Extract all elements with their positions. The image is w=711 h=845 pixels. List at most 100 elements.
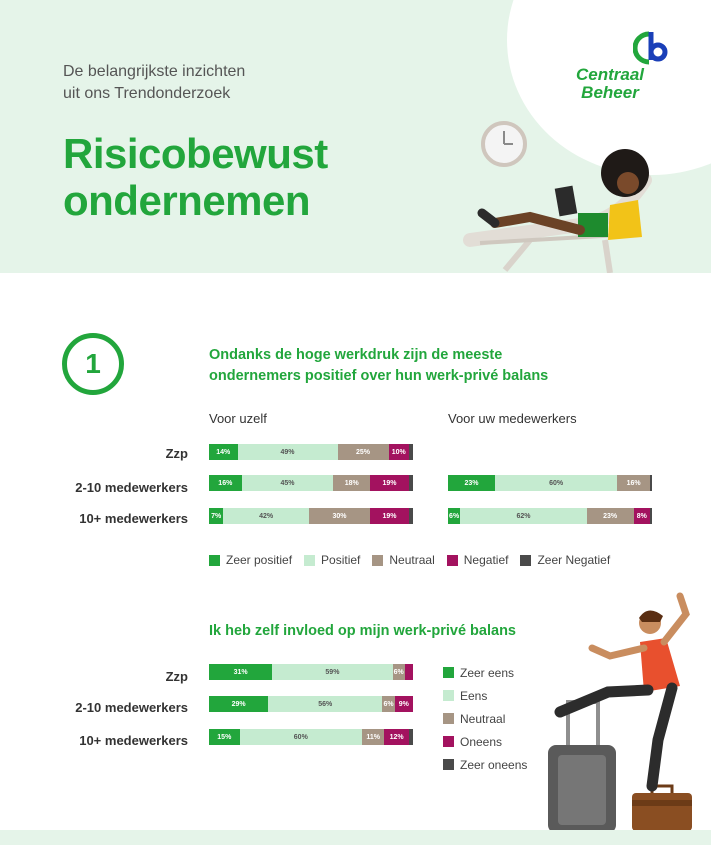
hero-banner: De belangrijkste inzichten uit ons Trend… [0, 0, 711, 273]
chart-influence-title: Ik heb zelf invloed op mijn werk-privé b… [209, 623, 516, 639]
legend-label: Eens [460, 688, 488, 703]
stacked-bar: 6% 62% 23% 8% [448, 508, 652, 524]
stacked-bar: 16% 45% 18% 19% [209, 475, 413, 491]
page-title: Risicobewust ondernemen [63, 130, 423, 224]
bar-segment: 62% [460, 508, 587, 524]
bar-segment: 16% [209, 475, 242, 491]
bar-segment: 60% [239, 729, 362, 745]
logo-text: Centraal Beheer [565, 66, 655, 102]
dancing-person-with-luggage-illustration [548, 592, 692, 833]
bar-segment [649, 508, 652, 524]
legend-label: Neutraal [389, 553, 435, 567]
bar-segment: 11% [361, 729, 385, 745]
section-heading: Ondanks de hoge werkdruk zijn de meeste … [209, 345, 629, 387]
stacked-bar: 14% 49% 25% 10% [209, 444, 413, 460]
legend-swatch [443, 713, 454, 724]
bar-segment: 6% [382, 696, 395, 712]
bar-segment: 31% [209, 664, 273, 680]
stacked-bar: 15% 60% 11% 12% [209, 729, 413, 745]
legend-item: Neutraal [443, 707, 527, 730]
bar-segment: 18% [333, 475, 371, 491]
legend-item: Positief [304, 553, 360, 567]
category-label: Zzp [165, 669, 188, 684]
legend-label: Zeer oneens [460, 757, 528, 772]
bar-segment: 7% [209, 508, 224, 524]
legend-label: Zeer positief [226, 553, 293, 567]
lounging-person-illustration [463, 149, 652, 273]
legend-item: Zeer eens [443, 661, 527, 684]
legend-swatch [443, 759, 454, 770]
bar-segment [408, 508, 413, 524]
kicker-line-1: De belangrijkste inzichten [63, 63, 246, 80]
legend-label: Positief [321, 553, 361, 567]
bar-segment [649, 475, 652, 491]
section-number-badge: 1 [62, 333, 124, 395]
legend-swatch [304, 554, 316, 566]
bar-segment: 59% [272, 664, 393, 680]
bar-segment: 19% [370, 475, 409, 491]
bar-segment: 14% [209, 444, 238, 460]
bar-segment: 16% [617, 475, 650, 491]
bar-segment: 15% [209, 729, 240, 745]
legend-item: Oneens [443, 730, 527, 753]
legend-label: Zeer Negatief [537, 553, 611, 567]
bar-segment: 10% [388, 444, 409, 460]
kicker-text: De belangrijkste inzichten uit ons Trend… [63, 61, 363, 105]
bar-segment [404, 664, 413, 680]
title-line-2: ondernemen [63, 177, 311, 224]
category-label: 2-10 medewerkers [75, 700, 188, 715]
legend-label: Oneens [460, 734, 503, 749]
bar-segment: 45% [241, 475, 334, 491]
stacked-bar: 7% 42% 30% 19% [209, 508, 413, 524]
legend-label: Zeer eens [460, 665, 515, 680]
bar-segment: 49% [237, 444, 338, 460]
section-heading-line-2: ondernemers positief over hun werk-privé… [209, 368, 549, 384]
section-heading-line-1: Ondanks de hoge werkdruk zijn de meeste [209, 347, 503, 363]
category-label: Zzp [165, 446, 188, 461]
legend-item: Neutraal [372, 553, 435, 567]
category-label: 10+ medewerkers [79, 733, 188, 748]
legend-item: Zeer oneens [443, 753, 527, 776]
bar-segment [408, 729, 413, 745]
subheading-employees: Voor uw medewerkers [448, 411, 577, 426]
logo-line-1: Centraal [575, 65, 645, 84]
bar-segment: 6% [392, 664, 405, 680]
bar-segment: 23% [448, 475, 495, 491]
legend-swatch [443, 690, 454, 701]
bar-segment: 29% [209, 696, 269, 712]
bar-segment: 8% [633, 508, 650, 524]
legend-item: Eens [443, 684, 527, 707]
logo-mark-icon [633, 31, 668, 65]
category-label: 2-10 medewerkers [75, 480, 188, 495]
bar-segment: 25% [337, 444, 389, 460]
legend-swatch [446, 554, 458, 566]
bar-segment: 23% [586, 508, 634, 524]
bar-segment: 19% [370, 508, 409, 524]
centraal-beheer-logo[interactable]: Centraal Beheer [565, 30, 685, 105]
legend-label: Neutraal [460, 711, 506, 726]
subheading-self: Voor uzelf [209, 411, 267, 426]
category-label: 10+ medewerkers [79, 511, 188, 526]
legend-swatch [520, 554, 532, 566]
legend-swatch [443, 736, 454, 747]
footer-band [0, 830, 711, 845]
legend-item: Negatief [446, 553, 508, 567]
bar-segment: 6% [448, 508, 461, 524]
bar-segment: 12% [384, 729, 409, 745]
bar-segment: 9% [394, 696, 413, 712]
bar-segment: 30% [308, 508, 371, 524]
title-line-1: Risicobewust [63, 130, 328, 177]
logo-line-2: Beheer [581, 83, 639, 102]
legend-item: Zeer Negatief [520, 553, 610, 567]
legend-swatch [209, 554, 220, 566]
bar-segment: 56% [268, 696, 383, 712]
legend-balance: Zeer positief Positief Neutraal Negatief Zee… [209, 553, 610, 567]
kicker-line-2: uit ons Trendonderzoek [63, 85, 231, 102]
legend-influence: Zeer eens Eens Neutraal Oneens Zeer oneens [443, 661, 527, 776]
clock-icon [481, 121, 527, 167]
legend-swatch [443, 667, 454, 678]
bar-segment: 42% [223, 508, 309, 524]
bar-segment [408, 444, 413, 460]
stacked-bar: 31% 59% 6% [209, 664, 413, 680]
stacked-bar: 23% 60% 16% [448, 475, 652, 491]
